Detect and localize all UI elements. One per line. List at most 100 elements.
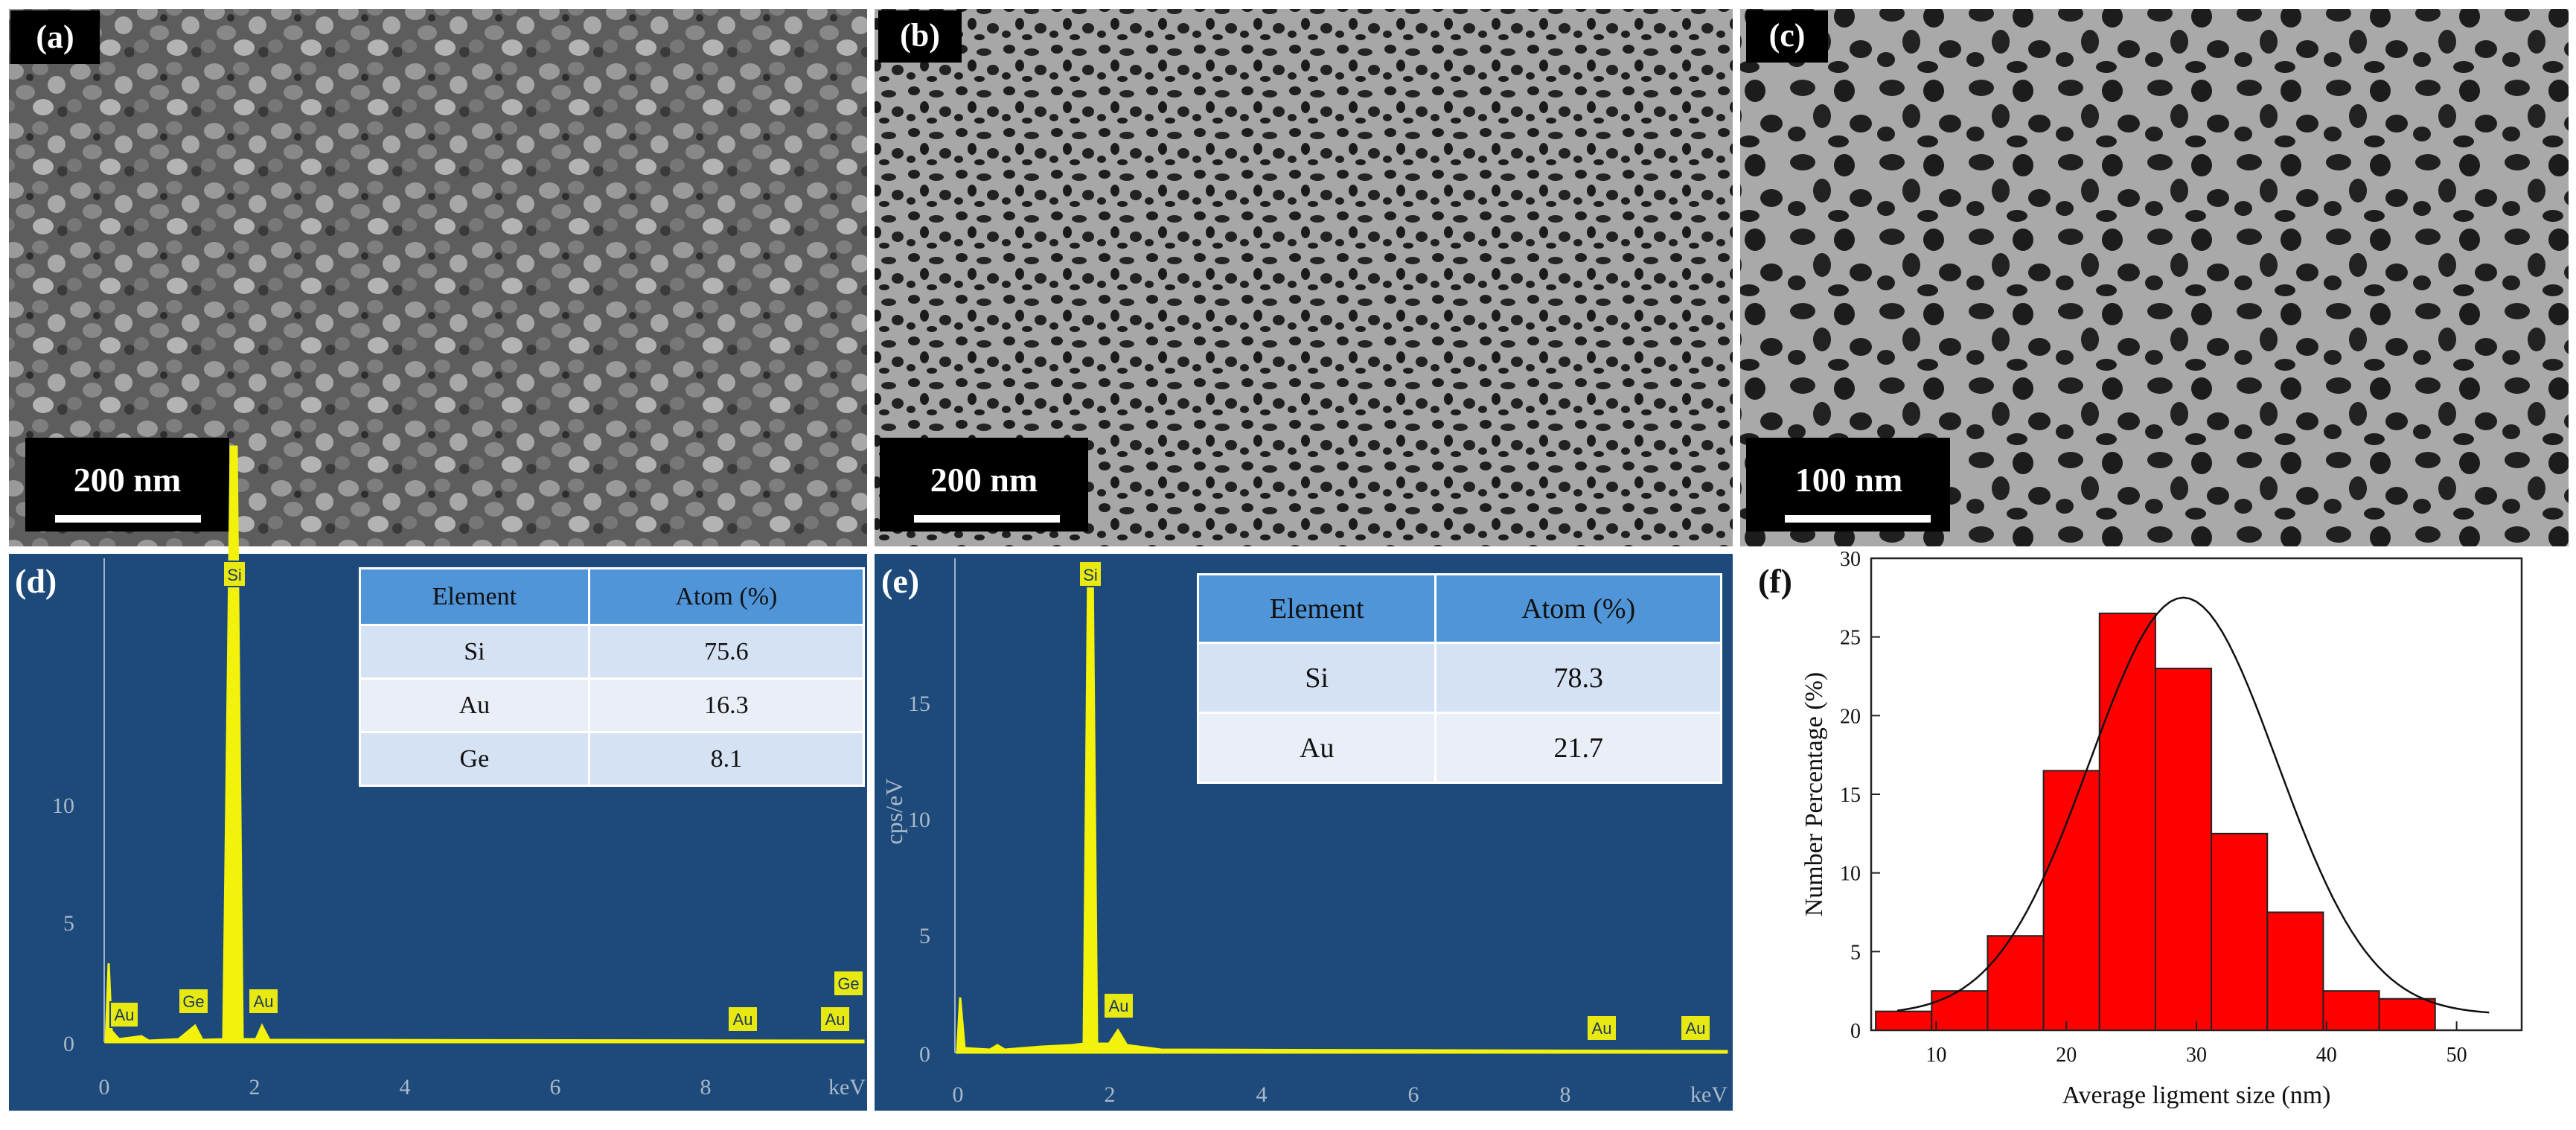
y-axis-ticks: 0 5 10 15 20 25 30 xyxy=(1840,548,1880,1043)
table-cell: 75.6 xyxy=(587,624,866,680)
y-tick-label: 0 xyxy=(1850,1020,1861,1043)
eds-xtick-d-8: 8 xyxy=(700,1075,712,1099)
histogram-bar xyxy=(2211,832,2269,1032)
x-tick-label: 10 xyxy=(1925,1044,1946,1067)
y-tick-label: 10 xyxy=(1840,863,1861,886)
scale-bar-b xyxy=(914,515,1060,523)
y-tick-label: 5 xyxy=(1850,941,1861,964)
composition-table-e: Element Atom (%) Si 78.3 Au 21.7 xyxy=(1196,573,1722,784)
svg-text:Ge: Ge xyxy=(837,974,859,993)
table-header: Atom (%) xyxy=(1434,573,1722,644)
eds-xtick-e-0: 0 xyxy=(953,1082,964,1107)
svg-text:Au: Au xyxy=(825,1010,846,1029)
eds-xtick-d-kev: keV xyxy=(828,1075,866,1099)
eds-ytick-d-0: 0 xyxy=(63,1032,74,1056)
eds-peak-label-ge-d-2: Ge xyxy=(833,970,864,997)
panel-b: (b) 200 nm xyxy=(875,9,1733,546)
eds-xtick-d-0: 0 xyxy=(99,1075,110,1099)
eds-peak-label-au-e-1: Au xyxy=(1103,992,1134,1019)
table-cell: 78.3 xyxy=(1434,642,1722,714)
eds-peak-label-si-d: Si xyxy=(223,561,246,587)
eds-peak-label-au-e-2: Au xyxy=(1586,1015,1617,1041)
svg-text:Si: Si xyxy=(1083,566,1098,584)
y-axis-label: Number Percentage (%) xyxy=(1800,672,1828,917)
panel-label-box-c xyxy=(1746,10,1828,63)
x-tick-label: 50 xyxy=(2446,1044,2467,1067)
composition-table-d: Element Atom (%) Si 75.6 Au 16.3 Ge 8.1 xyxy=(359,567,866,787)
eds-peak-label-au-e-3: Au xyxy=(1680,1015,1711,1041)
histogram-bar xyxy=(2378,997,2436,1031)
histogram-bar xyxy=(1987,935,2045,1031)
eds-spectrum-d xyxy=(104,445,865,1044)
y-tick-label: 15 xyxy=(1840,784,1861,807)
svg-text:Au: Au xyxy=(254,992,274,1011)
table-header: Element xyxy=(359,567,590,626)
table-cell: Au xyxy=(359,677,590,733)
y-tick-label: 30 xyxy=(1840,548,1861,571)
panel-a: (a) 200 nm xyxy=(9,9,867,546)
scale-bar-a xyxy=(55,515,201,523)
svg-text:Au: Au xyxy=(1109,997,1129,1015)
svg-text:Au: Au xyxy=(1592,1019,1612,1038)
eds-xtick-d-6: 6 xyxy=(550,1075,561,1099)
eds-xtick-e-kev: keV xyxy=(1690,1082,1728,1107)
eds-peak-label-au-d-1: Au xyxy=(109,1001,139,1028)
panel-label-d: (d) xyxy=(15,562,57,600)
panel-c: (c) 100 nm xyxy=(1740,9,2569,546)
table-cell: 16.3 xyxy=(587,677,866,733)
eds-xtick-e-4: 4 xyxy=(1256,1082,1268,1107)
x-tick-label: 40 xyxy=(2316,1044,2337,1067)
eds-ytick-d-5: 5 xyxy=(63,911,74,936)
x-tick-label: 20 xyxy=(2056,1044,2077,1067)
panel-label-box-b xyxy=(878,10,962,63)
histogram-bar xyxy=(2322,990,2380,1031)
panel-label-f: (f) xyxy=(1758,562,1792,600)
x-axis-ticks: 10 20 30 40 50 xyxy=(1925,1021,2467,1067)
eds-peak-label-ge-d-1: Ge xyxy=(178,988,209,1015)
histogram-bar xyxy=(1931,990,1989,1031)
table-cell: Si xyxy=(359,624,590,680)
table-header: Element xyxy=(1196,573,1437,644)
eds-ytick-d-10: 10 xyxy=(52,794,74,818)
eds-xtick-d-2: 2 xyxy=(249,1075,261,1099)
eds-peak-label-au-d-4: Au xyxy=(819,1006,851,1032)
histogram-bar xyxy=(2266,911,2324,1031)
histogram-bar xyxy=(2154,667,2213,1032)
scale-bar-c xyxy=(1785,515,1931,523)
eds-ylabel-e: cps/eV xyxy=(880,779,907,845)
svg-text:Ge: Ge xyxy=(182,992,204,1011)
histogram-bar xyxy=(2042,770,2100,1032)
y-tick-label: 25 xyxy=(1840,627,1861,650)
eds-ytick-e-10: 10 xyxy=(908,808,930,832)
panel-label-a: (a) xyxy=(36,19,74,55)
eds-peak-label-si-e: Si xyxy=(1078,561,1102,587)
svg-text:Au: Au xyxy=(115,1006,135,1024)
eds-xtick-e-6: 6 xyxy=(1408,1082,1419,1107)
x-axis-label: Average ligment size (nm) xyxy=(2062,1082,2331,1109)
scale-text-c: 100 nm xyxy=(1795,461,1902,499)
svg-text:Au: Au xyxy=(1686,1019,1706,1038)
gaussian-fit-curve xyxy=(1896,596,2490,1014)
x-tick-label: 30 xyxy=(2186,1044,2207,1067)
eds-ytick-e-5: 5 xyxy=(919,924,930,948)
y-tick-label: 20 xyxy=(1840,705,1861,728)
histogram-bar xyxy=(2098,612,2156,1031)
panel-label-c: (c) xyxy=(1769,17,1806,54)
histogram-bar xyxy=(1875,1010,1933,1032)
table-cell: Au xyxy=(1196,712,1437,784)
table-header: Atom (%) xyxy=(587,567,866,626)
eds-peak-label-au-d-2: Au xyxy=(248,988,279,1015)
eds-xtick-e-8: 8 xyxy=(1560,1082,1571,1107)
panel-label-box-a xyxy=(10,10,100,64)
eds-peak-label-au-d-3: Au xyxy=(727,1006,758,1032)
table-cell: 21.7 xyxy=(1434,712,1722,784)
eds-ytick-e-15: 15 xyxy=(908,692,930,716)
svg-text:Si: Si xyxy=(227,566,242,584)
table-cell: 8.1 xyxy=(587,731,866,787)
table-cell: Ge xyxy=(359,731,590,787)
scale-text-a: 200 nm xyxy=(74,461,181,499)
scale-text-b: 200 nm xyxy=(930,461,1038,499)
eds-xtick-d-4: 4 xyxy=(400,1075,411,1099)
panel-label-b: (b) xyxy=(900,17,940,54)
